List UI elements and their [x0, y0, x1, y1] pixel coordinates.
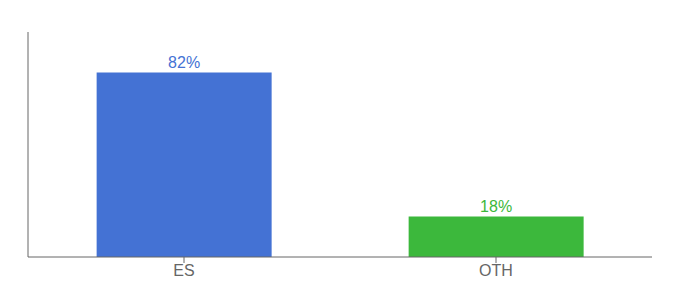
svg-text:OTH: OTH — [479, 262, 513, 279]
svg-text:82%: 82% — [168, 54, 200, 71]
svg-text:ES: ES — [173, 262, 194, 279]
svg-text:18%: 18% — [480, 198, 512, 215]
